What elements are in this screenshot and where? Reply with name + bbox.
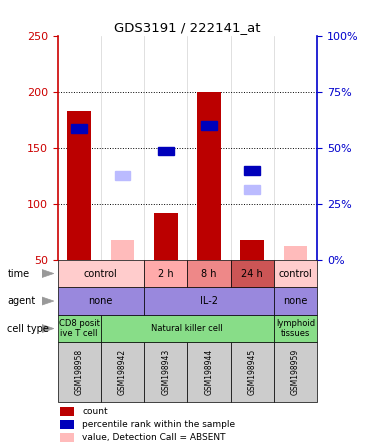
Polygon shape [42,325,54,333]
Bar [60,420,75,429]
Text: GSM198945: GSM198945 [248,349,257,396]
Text: GSM198944: GSM198944 [204,349,213,396]
Text: 24 h: 24 h [242,269,263,278]
Text: IL-2: IL-2 [200,296,218,306]
Text: agent: agent [7,296,36,306]
Text: none: none [89,296,113,306]
Polygon shape [42,297,54,305]
Polygon shape [42,270,54,278]
Bar [240,240,264,260]
Bar [67,111,91,260]
Text: lymphoid
tissues: lymphoid tissues [276,319,315,338]
Text: time: time [7,269,30,278]
Text: control: control [279,269,312,278]
Text: GSM198942: GSM198942 [118,349,127,395]
Text: none: none [283,296,308,306]
Bar [244,185,260,194]
Bar [197,91,221,260]
Text: GSM198958: GSM198958 [75,349,83,395]
Bar [201,121,217,130]
Bar [115,171,130,180]
Bar [284,246,308,260]
Text: control: control [84,269,118,278]
Text: CD8 posit
ive T cell: CD8 posit ive T cell [59,319,99,338]
Bar [154,213,178,260]
Text: percentile rank within the sample: percentile rank within the sample [82,420,235,429]
Bar [71,124,87,133]
Text: GSM198959: GSM198959 [291,349,300,396]
Text: GSM198943: GSM198943 [161,349,170,396]
Text: 2 h: 2 h [158,269,174,278]
Bar [60,407,75,416]
Text: cell type: cell type [7,324,49,333]
Text: count: count [82,407,108,416]
Title: GDS3191 / 222141_at: GDS3191 / 222141_at [114,21,260,34]
Bar [244,166,260,174]
Text: value, Detection Call = ABSENT: value, Detection Call = ABSENT [82,433,226,442]
Bar [60,433,75,442]
Bar [111,240,134,260]
Bar [158,147,174,155]
Text: 8 h: 8 h [201,269,217,278]
Text: Natural killer cell: Natural killer cell [151,324,223,333]
